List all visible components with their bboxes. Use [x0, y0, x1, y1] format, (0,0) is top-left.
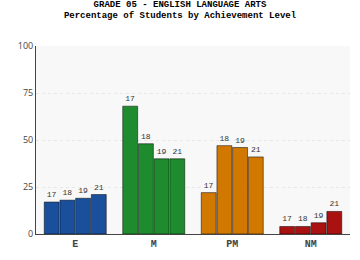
svg-text:19: 19	[235, 136, 245, 145]
svg-text:75: 75	[23, 86, 33, 99]
svg-text:17: 17	[125, 94, 135, 103]
svg-text:21: 21	[329, 199, 339, 208]
svg-text:M: M	[151, 239, 157, 250]
svg-text:19: 19	[157, 147, 167, 156]
svg-text:PM: PM	[226, 239, 238, 250]
svg-text:19: 19	[314, 211, 324, 220]
svg-text:18: 18	[219, 134, 229, 143]
svg-text:100: 100	[18, 39, 33, 52]
svg-text:21: 21	[94, 183, 104, 192]
svg-text:0: 0	[28, 227, 33, 240]
svg-text:21: 21	[251, 145, 261, 154]
svg-text:17: 17	[282, 214, 292, 223]
svg-text:21: 21	[172, 147, 182, 156]
svg-text:18: 18	[141, 132, 151, 141]
svg-text:17: 17	[47, 190, 57, 199]
svg-text:E: E	[72, 239, 78, 250]
svg-text:50: 50	[23, 133, 33, 146]
svg-text:GRADE 05 - ENGLISH LANGUAGE AR: GRADE 05 - ENGLISH LANGUAGE ARTSPercenta…	[64, 0, 297, 21]
svg-text:19: 19	[78, 186, 88, 195]
svg-text:NM: NM	[305, 239, 317, 250]
svg-text:25: 25	[23, 180, 33, 193]
svg-text:18: 18	[62, 188, 72, 197]
svg-text:17: 17	[204, 181, 214, 190]
svg-text:18: 18	[298, 214, 308, 223]
